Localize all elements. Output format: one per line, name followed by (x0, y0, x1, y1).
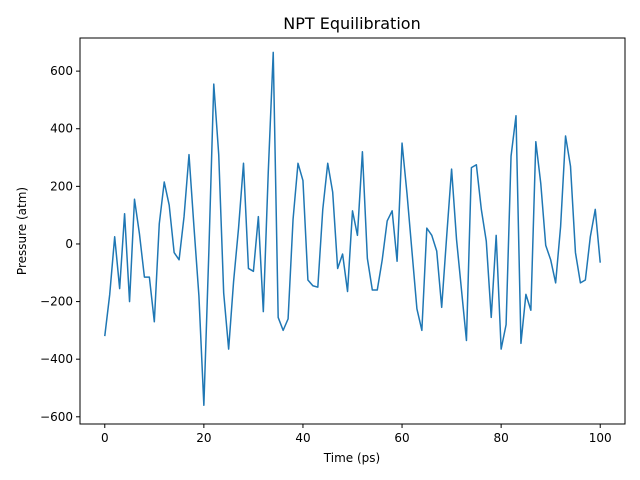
y-tick-label: 200 (50, 179, 73, 193)
y-tick-label: 600 (50, 64, 73, 78)
x-axis: 0 20 40 60 80 100 (101, 424, 612, 445)
plot-area (79, 37, 626, 425)
series-line (104, 51, 601, 407)
y-tick-label: 0 (65, 237, 73, 251)
x-tick-label: 20 (196, 431, 211, 445)
y-tick-label: −200 (40, 295, 73, 309)
y-tick-label: −400 (40, 352, 73, 366)
x-tick-label: 60 (394, 431, 409, 445)
y-tick-label: −600 (40, 410, 73, 424)
y-tick-label: 400 (50, 122, 73, 136)
y-axis-label: Pressure (atm) (15, 187, 29, 275)
x-axis-label: Time (ps) (323, 451, 380, 465)
chart-title: NPT Equilibration (283, 14, 420, 33)
y-axis: −600 −400 −200 0 200 400 600 (40, 64, 80, 424)
x-tick-label: 0 (101, 431, 109, 445)
x-tick-label: 100 (589, 431, 612, 445)
x-tick-label: 80 (493, 431, 508, 445)
plot-frame (79, 37, 626, 425)
x-tick-label: 40 (295, 431, 310, 445)
